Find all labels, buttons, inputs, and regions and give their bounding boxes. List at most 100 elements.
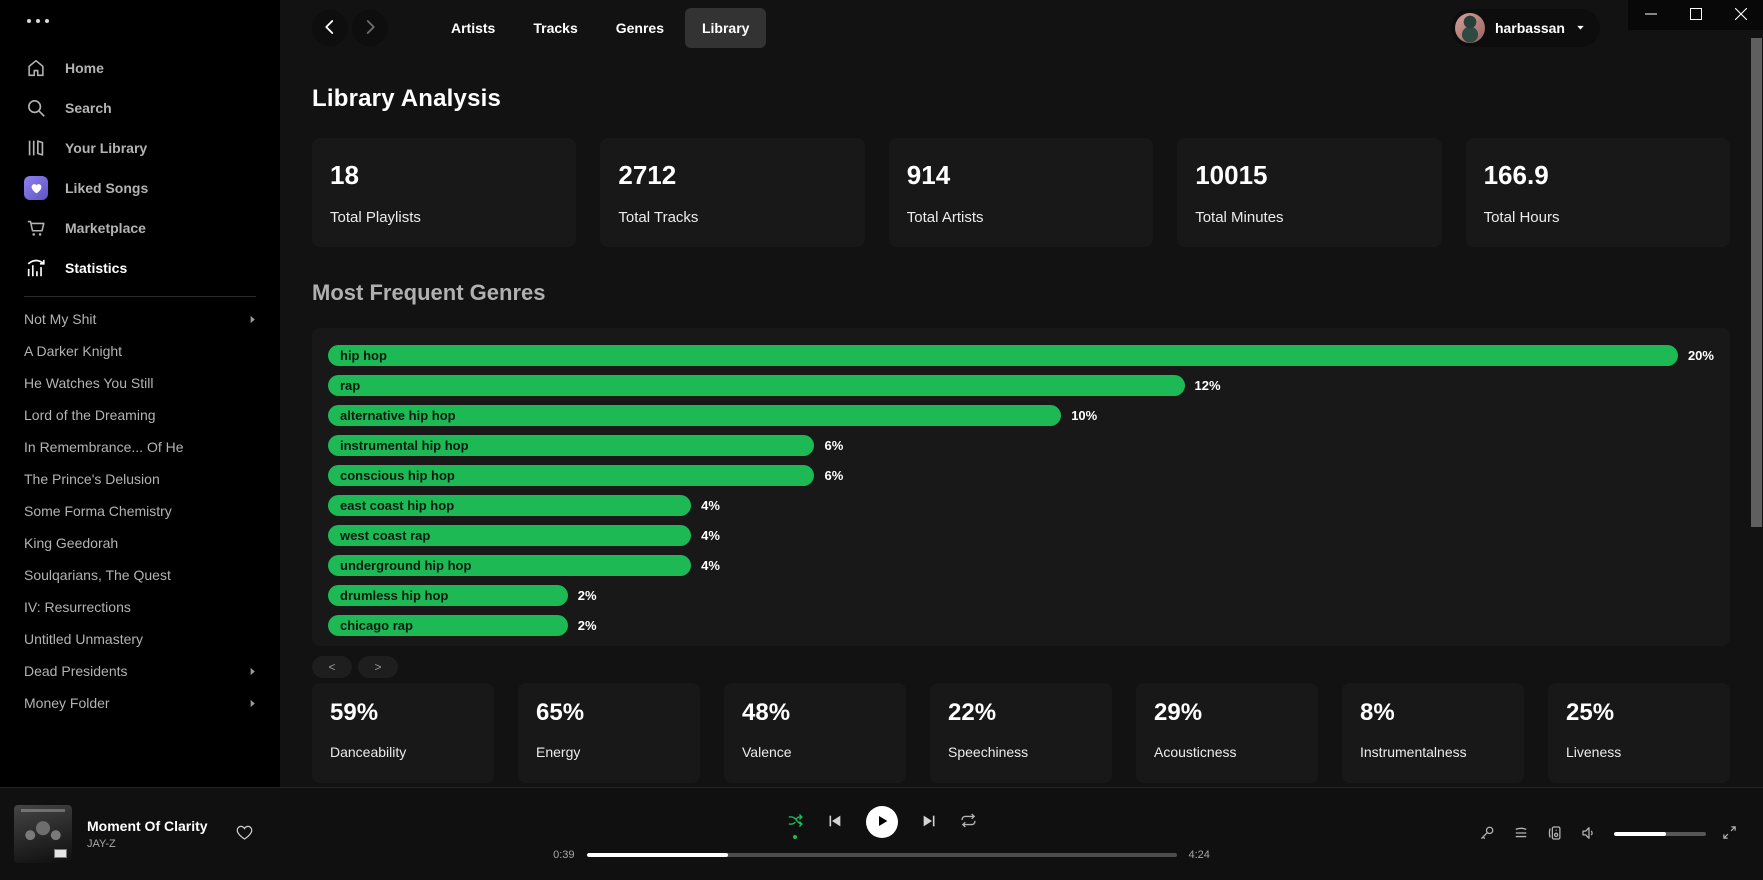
feature-label: Liveness (1566, 744, 1622, 760)
playlist-item-iv-resurrections[interactable]: IV: Resurrections (0, 591, 280, 623)
feature-card-acousticness: 29% Acousticness (1136, 683, 1318, 783)
feature-card-valence: 48% Valence (724, 683, 906, 783)
playlist-folder-money-folder[interactable]: Money Folder (0, 687, 280, 719)
chart-next-page-button[interactable]: > (358, 656, 398, 678)
play-icon (874, 813, 890, 832)
sidebar-item-home[interactable]: Home (0, 48, 280, 88)
playlist-name: Money Folder (24, 695, 110, 711)
genre-bar-row-rap: rap 12% (328, 375, 1714, 396)
forward-button[interactable] (352, 10, 388, 46)
user-menu[interactable]: harbassan (1450, 9, 1600, 47)
window-minimize-button[interactable] (1634, 0, 1668, 30)
feature-card-energy: 65% Energy (518, 683, 700, 783)
genre-bar-label: alternative hip hop (340, 408, 456, 423)
duration-time: 4:24 (1188, 849, 1210, 861)
playlist-item-a-darker-knight[interactable]: A Darker Knight (0, 335, 280, 367)
playlist-name: King Geedorah (24, 535, 119, 551)
genre-bar: conscious hip hop (328, 465, 815, 486)
playlist-item-untitled-unmastery[interactable]: Untitled Unmastery (0, 623, 280, 655)
playlist-item-in-remembrance-of-he[interactable]: In Remembrance... Of He (0, 431, 280, 463)
parental-advisory-badge (54, 849, 67, 858)
main-content: Artists Tracks Genres Library harbassan Lib… (280, 0, 1763, 787)
playlist-folder-dead-presidents[interactable]: Dead Presidents (0, 655, 280, 687)
sidebar-item-statistics[interactable]: Statistics (0, 248, 280, 288)
genre-bar-row-east-coast-hip-hop: east coast hip hop 4% (328, 495, 1714, 516)
stat-value: 914 (906, 160, 951, 190)
chart-prev-page-button[interactable]: < (312, 656, 352, 678)
feature-value: 29% (1154, 699, 1203, 726)
feature-label: Acousticness (1154, 744, 1237, 760)
playlist-item-lord-of-the-dreaming[interactable]: Lord of the Dreaming (0, 399, 280, 431)
vertical-scrollbar-thumb[interactable] (1751, 38, 1762, 527)
progress-bar[interactable] (586, 853, 1177, 857)
playlist-folder-not-my-shit[interactable]: Not My Shit (0, 303, 280, 335)
sidebar-item-marketplace[interactable]: Marketplace (0, 208, 280, 248)
tab-tracks[interactable]: Tracks (516, 8, 594, 48)
feature-value: 59% (330, 699, 379, 726)
genre-bar-label: underground hip hop (340, 558, 472, 573)
shuffle-active-dot (793, 835, 797, 839)
feature-card-speechiness: 22% Speechiness (930, 683, 1112, 783)
genre-bar-label: conscious hip hop (340, 468, 455, 483)
track-title[interactable]: Moment Of Clarity (87, 818, 208, 834)
app-menu-button[interactable] (25, 15, 51, 27)
tab-library[interactable]: Library (684, 8, 767, 48)
genre-bar-label: west coast rap (340, 528, 431, 543)
playlist-item-the-prince-s-delusion[interactable]: The Prince's Delusion (0, 463, 280, 495)
feature-card-instrumentalness: 8% Instrumentalness (1342, 683, 1524, 783)
tab-genres[interactable]: Genres (599, 8, 681, 48)
genre-bar: instrumental hip hop (328, 435, 815, 456)
chevron-left-icon (321, 18, 339, 39)
genre-bar-row-underground-hip-hop: underground hip hop 4% (328, 555, 1714, 576)
microphone-icon (1478, 824, 1496, 845)
playlist-item-king-geedorah[interactable]: King Geedorah (0, 527, 280, 559)
queue-button[interactable] (1512, 824, 1530, 845)
playlist-name: IV: Resurrections (24, 599, 131, 615)
back-button[interactable] (312, 10, 348, 46)
album-art[interactable] (14, 805, 72, 863)
playlist-name: He Watches You Still (24, 375, 154, 391)
window-close-button[interactable] (1724, 0, 1758, 30)
lyrics-button[interactable] (1478, 824, 1496, 845)
sidebar-nav: Home Search Your Library Liked Songs Marketp… (0, 48, 280, 719)
fullscreen-button[interactable] (1722, 825, 1737, 843)
sidebar-item-label: Statistics (65, 260, 128, 276)
feature-label: Danceability (330, 744, 407, 760)
play-pause-button[interactable] (865, 806, 898, 838)
genre-bar-row-west-coast-rap: west coast rap 4% (328, 525, 1714, 546)
previous-track-button[interactable] (827, 813, 843, 832)
player-controls: 0:39 4:24 (539, 804, 1225, 861)
progress-row: 0:39 4:24 (539, 849, 1225, 861)
audio-feature-cards: 59% Danceability 65% Energy 48% Valence 22% Spe… (312, 683, 1730, 783)
sidebar: Home Search Your Library Liked Songs Marketp… (0, 0, 280, 787)
repeat-button[interactable] (960, 812, 977, 832)
sidebar-divider (24, 296, 256, 297)
sidebar-item-your-library[interactable]: Your Library (0, 128, 280, 168)
window-maximize-button[interactable] (1679, 0, 1713, 30)
playlist-item-he-watches-you-still[interactable]: He Watches You Still (0, 367, 280, 399)
sidebar-item-search[interactable]: Search (0, 88, 280, 128)
feature-value: 48% (742, 699, 791, 726)
topbar: Artists Tracks Genres Library harbassan (280, 0, 1763, 56)
genre-bar-row-chicago-rap: chicago rap 2% (328, 615, 1714, 636)
menu-dot (27, 19, 31, 23)
sidebar-item-liked-songs[interactable]: Liked Songs (0, 168, 280, 208)
progress-fill (586, 853, 729, 857)
playlist-item-some-forma-chemistry[interactable]: Some Forma Chemistry (0, 495, 280, 527)
chart-pagination: < > (312, 656, 1730, 678)
track-artist[interactable]: JAY-Z (87, 838, 116, 850)
tab-artists[interactable]: Artists (434, 8, 512, 48)
playlist-name: A Darker Knight (24, 343, 123, 359)
chevron-right-icon (247, 314, 258, 325)
playlist-item-soulqarians-the-quest[interactable]: Soulqarians, The Quest (0, 559, 280, 591)
player-bar: Moment Of Clarity JAY-Z (0, 787, 1763, 880)
page-body: Library Analysis 18 Total Playlists 2712 To… (280, 85, 1763, 783)
connect-device-button[interactable] (1546, 824, 1564, 845)
volume-slider[interactable] (1614, 832, 1706, 836)
like-button[interactable] (235, 823, 254, 845)
stat-label: Total Tracks (618, 209, 699, 226)
mute-button[interactable] (1580, 824, 1598, 845)
genre-bar-row-conscious-hip-hop: conscious hip hop 6% (328, 465, 1714, 486)
shuffle-button[interactable] (787, 812, 804, 839)
next-track-button[interactable] (921, 813, 937, 832)
